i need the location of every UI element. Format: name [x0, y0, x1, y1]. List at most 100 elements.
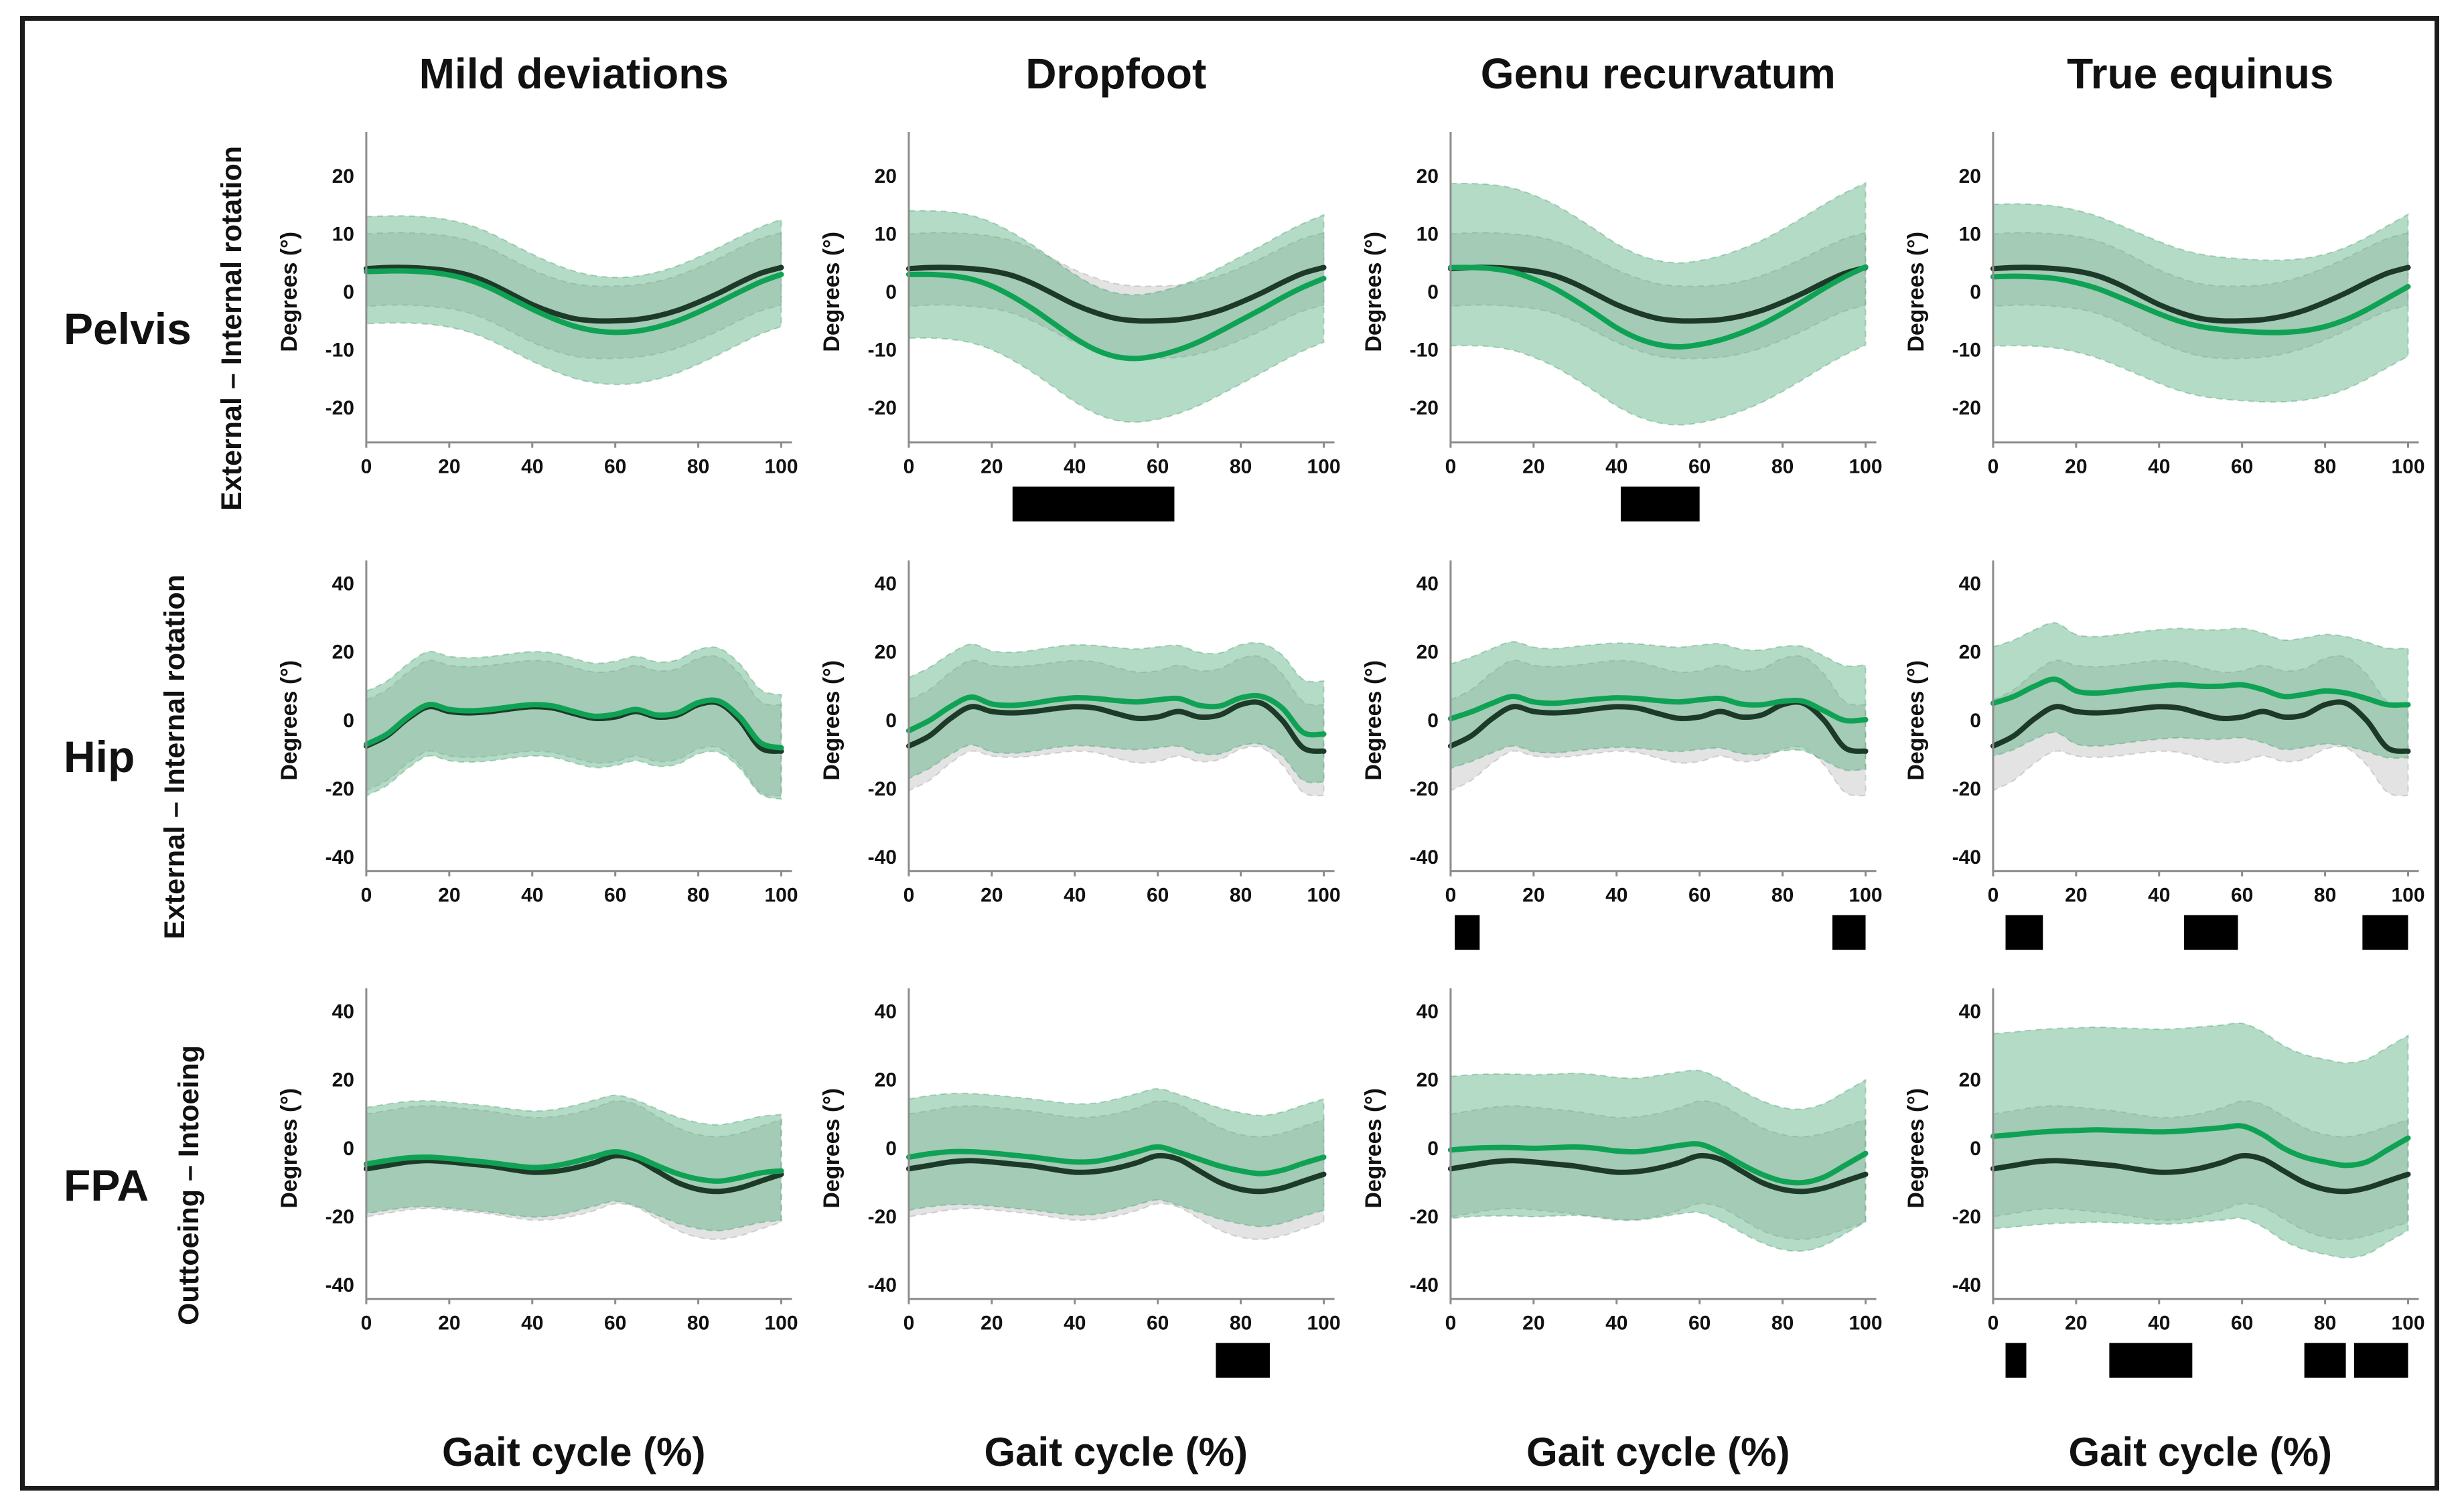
svg-text:40: 40	[1605, 1312, 1627, 1335]
plot-fpa-genu-recurvatum: -40 -20 0 20 40 0 20 40 60 80 100 Degrees (°)	[1350, 971, 1893, 1400]
svg-text:40: 40	[2148, 1312, 2170, 1335]
svg-text:80: 80	[2313, 1312, 2335, 1335]
svg-text:0: 0	[1445, 1312, 1457, 1335]
svg-text:40: 40	[1605, 884, 1627, 906]
chart-pelvis-genu-recurvatum: -20 -10 0 10 20 0 20 40 60 80 100 Degrees (°)	[1361, 131, 1883, 522]
svg-text:-20: -20	[867, 397, 896, 419]
y-axis-label: Degrees (°)	[818, 1088, 844, 1209]
svg-text:20: 20	[332, 1069, 354, 1091]
svg-text:40: 40	[521, 884, 543, 906]
chart-fpa-true-equinus: -40 -20 0 20 40 0 20 40 60 80 100 Degrees (°)	[1903, 988, 2424, 1378]
svg-text:20: 20	[2065, 884, 2087, 906]
svg-text:-40: -40	[1952, 846, 1980, 868]
svg-text:40: 40	[1605, 456, 1627, 478]
x-axis-label-col3: Gait cycle (%)	[1526, 1430, 1790, 1475]
svg-text:40: 40	[521, 1312, 543, 1335]
y-axis-label: Degrees (°)	[1903, 232, 1928, 352]
y-axis-label: Degrees (°)	[1361, 660, 1386, 781]
svg-text:10: 10	[332, 223, 354, 245]
svg-text:0: 0	[903, 1312, 914, 1335]
svg-text:-20: -20	[325, 397, 354, 419]
svg-text:40: 40	[1064, 884, 1086, 906]
svg-text:100: 100	[2391, 456, 2424, 478]
svg-text:-20: -20	[325, 1206, 354, 1228]
svg-text:100: 100	[765, 1312, 798, 1335]
figure-grid: Mild deviations Dropfoot Genu recurvatum…	[25, 21, 2435, 1486]
svg-text:20: 20	[981, 884, 1003, 906]
svg-text:-20: -20	[1952, 397, 1980, 419]
svg-text:40: 40	[2148, 456, 2170, 478]
svg-text:0: 0	[361, 1312, 372, 1335]
chart-hip-mild-deviations: -40 -20 0 20 40 0 20 40 60 80 100 Degrees (°)	[277, 560, 798, 906]
svg-text:100: 100	[1849, 884, 1883, 906]
svg-text:20: 20	[1958, 165, 1980, 187]
plot-hip-genu-recurvatum: -40 -20 0 20 40 0 20 40 60 80 100 Degrees (°)	[1350, 543, 1893, 972]
svg-text:20: 20	[1958, 641, 1980, 663]
plot-pelvis-true-equinus: -20 -10 0 10 20 0 20 40 60 80 100 Degrees (°)	[1893, 115, 2435, 543]
svg-text:0: 0	[885, 1138, 897, 1160]
x-axis-label-col1: Gait cycle (%)	[442, 1430, 706, 1475]
plot-fpa-mild-deviations: -40 -20 0 20 40 0 20 40 60 80 100 Degrees (°)	[266, 971, 808, 1400]
svg-text:40: 40	[2148, 884, 2170, 906]
svg-text:-40: -40	[867, 1274, 896, 1296]
plot-pelvis-genu-recurvatum: -20 -10 0 10 20 0 20 40 60 80 100 Degrees (°)	[1350, 115, 1893, 543]
svg-text:10: 10	[1958, 223, 1980, 245]
svg-text:20: 20	[1417, 165, 1439, 187]
svg-text:0: 0	[1987, 456, 1999, 478]
svg-text:100: 100	[1849, 1312, 1883, 1335]
svg-text:0: 0	[885, 281, 897, 303]
svg-text:-10: -10	[1410, 339, 1439, 361]
significance-bar	[1012, 486, 1174, 522]
svg-text:-20: -20	[1410, 397, 1439, 419]
column-title-mild-deviations: Mild deviations	[419, 50, 729, 98]
svg-text:40: 40	[332, 573, 354, 595]
svg-text:80: 80	[687, 1312, 709, 1335]
significance-bar	[2108, 1343, 2192, 1378]
y-axis-label: Degrees (°)	[1361, 232, 1386, 352]
significance-bar	[2005, 1343, 2026, 1378]
svg-text:60: 60	[1147, 1312, 1169, 1335]
svg-text:-20: -20	[325, 778, 354, 800]
svg-text:0: 0	[1427, 281, 1439, 303]
figure-border: Mild deviations Dropfoot Genu recurvatum…	[20, 16, 2439, 1491]
svg-text:40: 40	[1417, 1001, 1439, 1023]
row-name-fpa: FPA	[64, 1160, 149, 1210]
y-axis-label: Degrees (°)	[1903, 1088, 1928, 1209]
svg-text:40: 40	[874, 573, 896, 595]
plot-hip-mild-deviations: -40 -20 0 20 40 0 20 40 60 80 100 Degrees (°)	[266, 543, 808, 972]
svg-text:0: 0	[1970, 1138, 1981, 1160]
plot-pelvis-dropfoot: -20 -10 0 10 20 0 20 40 60 80 100 Degrees (°)	[808, 115, 1351, 543]
svg-text:40: 40	[874, 1001, 896, 1023]
svg-text:0: 0	[343, 1138, 354, 1160]
svg-text:0: 0	[1427, 1138, 1439, 1160]
svg-text:60: 60	[604, 884, 626, 906]
chart-fpa-dropfoot: -40 -20 0 20 40 0 20 40 60 80 100 Degrees (°)	[818, 988, 1340, 1378]
svg-text:60: 60	[1147, 884, 1169, 906]
svg-text:0: 0	[343, 281, 354, 303]
svg-text:80: 80	[1229, 1312, 1251, 1335]
svg-text:40: 40	[1064, 456, 1086, 478]
svg-text:-20: -20	[867, 778, 896, 800]
svg-text:0: 0	[1987, 1312, 1999, 1335]
svg-text:60: 60	[1147, 456, 1169, 478]
svg-text:20: 20	[874, 1069, 896, 1091]
header-spacer	[25, 21, 266, 115]
svg-text:60: 60	[2231, 884, 2253, 906]
x-axis-label-col4: Gait cycle (%)	[2068, 1430, 2333, 1475]
row-name-hip: Hip	[64, 732, 135, 782]
svg-text:20: 20	[438, 1312, 460, 1335]
svg-text:-40: -40	[1410, 1274, 1439, 1296]
x-axis-label-col2: Gait cycle (%)	[984, 1430, 1248, 1475]
svg-text:-20: -20	[1952, 1206, 1980, 1228]
svg-text:100: 100	[1849, 456, 1883, 478]
svg-text:-40: -40	[867, 846, 896, 868]
svg-text:20: 20	[1958, 1069, 1980, 1091]
plot-pelvis-mild-deviations: -20 -10 0 10 20 0 20 40 60 80 100 Degrees (°)	[266, 115, 808, 543]
svg-text:0: 0	[361, 884, 372, 906]
chart-hip-dropfoot: -40 -20 0 20 40 0 20 40 60 80 100 Degrees (°)	[818, 560, 1340, 906]
significance-bar	[2353, 1343, 2408, 1378]
significance-bar	[1832, 915, 1866, 950]
svg-text:20: 20	[1417, 641, 1439, 663]
svg-text:-10: -10	[867, 339, 896, 361]
